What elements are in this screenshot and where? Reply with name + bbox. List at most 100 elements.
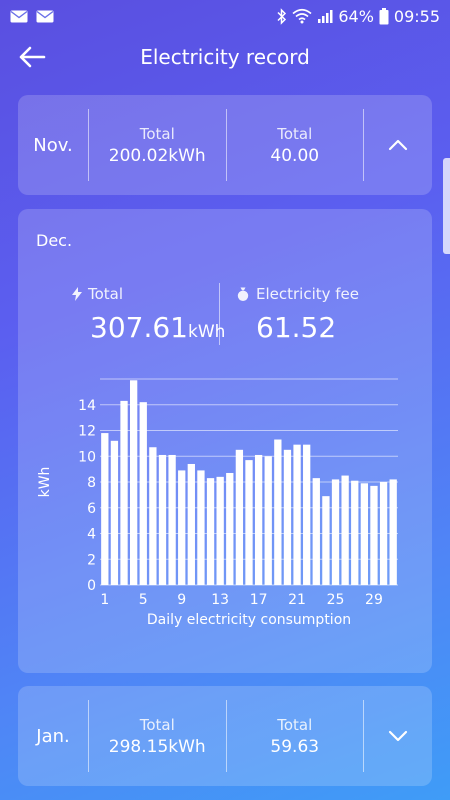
chart-bar (341, 475, 349, 585)
mail-icon (36, 10, 54, 22)
y-tick-label: 2 (87, 552, 96, 568)
chart-bar (254, 454, 263, 585)
chart-bar (197, 470, 205, 585)
x-tick-label: 13 (211, 592, 229, 608)
lightning-icon (72, 287, 82, 301)
total-consumption: Total 200.02kWh (89, 95, 226, 195)
chart-bar (139, 402, 147, 585)
kpi-value: 61.52 (256, 311, 337, 344)
stat-label: Total (277, 715, 313, 734)
signal-icon (318, 10, 333, 23)
stat-label: Total (139, 124, 175, 143)
kpi-value: 307.61 (90, 311, 188, 344)
chart-bar (206, 478, 215, 585)
x-tick-label: 21 (288, 592, 306, 608)
status-bar: 64% 09:55 (0, 0, 450, 32)
kpi-unit: kWh (187, 322, 226, 342)
chart-bar (178, 470, 186, 585)
chart-bar (120, 400, 128, 585)
chart-bar (303, 444, 311, 585)
chart-bar (331, 479, 340, 585)
scrollbar[interactable] (443, 158, 450, 254)
x-tick-label: 29 (365, 592, 383, 608)
y-tick-label: 14 (78, 398, 96, 414)
chart-bar (293, 444, 301, 585)
month-card-jan[interactable]: Jan. Total 298.15kWh Total 59.63 (18, 686, 432, 786)
y-tick-label: 0 (87, 578, 96, 594)
chart-bar (370, 485, 378, 585)
chart-bar (351, 480, 359, 585)
chart-bar (158, 454, 167, 585)
divider (363, 109, 364, 181)
expand-button[interactable] (364, 686, 432, 786)
x-tick-label: 5 (139, 592, 148, 608)
chart-bar (235, 449, 244, 585)
chart-bar (322, 496, 330, 585)
chart-bar (216, 476, 224, 585)
y-tick-label: 8 (87, 475, 96, 491)
chart-bar (101, 433, 109, 585)
arrow-left-icon (19, 46, 46, 68)
daily-consumption-chart: 0 2 4 6 8 10 12 14 1 5 9 13 17 21 25 29 kWh Daily electri… (37, 378, 398, 628)
total-consumption: Total 298.15kWh (89, 686, 226, 786)
stat-value: 200.02kWh (108, 145, 206, 166)
total-fee: Total 59.63 (227, 686, 364, 786)
wifi-icon (292, 8, 312, 24)
stat-label: Total (139, 715, 175, 734)
total-fee: Total 40.00 (227, 95, 364, 195)
stat-value: 298.15kWh (108, 736, 206, 757)
y-tick-label: 4 (87, 527, 96, 543)
divider (363, 700, 364, 772)
divider (88, 109, 89, 181)
month-label: Dec. (36, 231, 73, 250)
chart-bar (283, 449, 292, 585)
back-button[interactable] (14, 41, 50, 73)
month-card-nov[interactable]: Nov. Total 200.02kWh Total 40.00 (18, 95, 432, 195)
chevron-down-icon (388, 730, 408, 742)
collapse-button[interactable] (364, 95, 432, 195)
battery-icon (379, 7, 389, 24)
chart-bar (389, 479, 397, 585)
divider (88, 700, 89, 772)
y-tick-label: 12 (78, 424, 96, 440)
total-consumption: Total 307.61kWh (72, 285, 225, 344)
chart-bar (360, 483, 369, 585)
month-detail-dec: Dec. Total 307.61kWh Electricity fee 61.… (18, 209, 432, 673)
y-axis-label: kWh (37, 467, 53, 498)
page-title: Electricity record (140, 45, 310, 69)
y-tick-label: 10 (78, 449, 96, 465)
money-bag-icon (237, 287, 249, 301)
chevron-up-icon (388, 139, 408, 151)
divider (219, 283, 220, 345)
stat-label: Total (277, 124, 313, 143)
battery-percent: 64% (338, 6, 374, 26)
chart-bar (129, 380, 138, 585)
mail-icon (10, 10, 28, 22)
y-tick-label: 6 (87, 501, 96, 517)
stat-value: 40.00 (270, 145, 320, 166)
divider (225, 700, 227, 772)
bluetooth-icon (277, 7, 287, 25)
app-bar: Electricity record (0, 32, 450, 82)
x-tick-label: 25 (327, 592, 345, 608)
x-axis-label: Daily electricity consumption (147, 612, 351, 628)
clock: 09:55 (393, 6, 440, 26)
stat-value: 59.63 (270, 736, 320, 757)
chart-bar (110, 440, 119, 585)
x-tick-label: 1 (100, 592, 109, 608)
electricity-fee: Electricity fee 61.52 (236, 285, 359, 344)
chart-bar (379, 482, 388, 585)
month-label: Nov. (33, 134, 73, 156)
x-tick-label: 9 (177, 592, 186, 608)
chart-bar (274, 439, 282, 585)
chart-bar (245, 460, 253, 585)
kpi-label: Electricity fee (256, 285, 360, 303)
chart-bar (168, 454, 176, 585)
chart-bar (264, 456, 272, 585)
x-tick-label: 17 (250, 592, 268, 608)
chart-bar (312, 478, 320, 585)
divider (225, 109, 227, 181)
chart-bar (226, 472, 234, 585)
chart-bar (187, 463, 195, 585)
month-label: Jan. (36, 725, 70, 747)
